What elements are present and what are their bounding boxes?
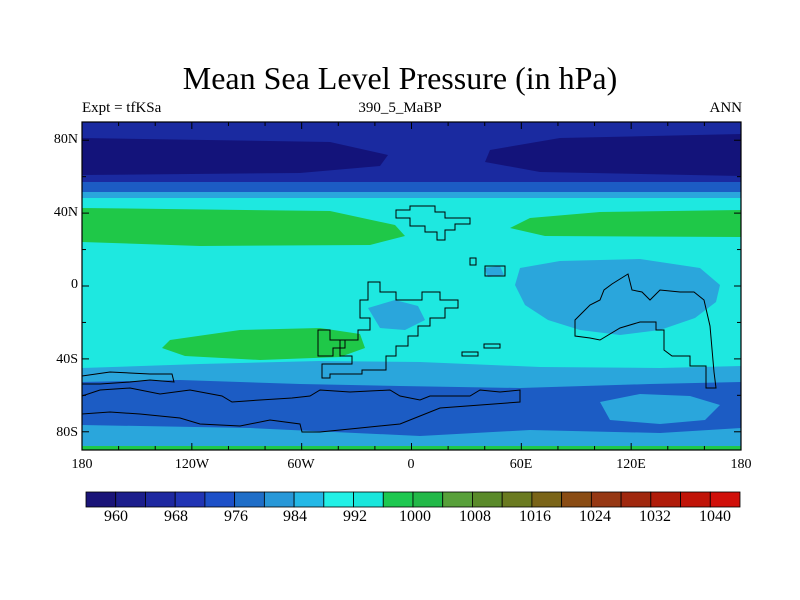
coastline-europe — [395, 205, 471, 241]
colorbar-label-1008: 1008 — [459, 508, 491, 525]
patch-992-small — [484, 266, 504, 277]
colorbar-label-1016: 1016 — [519, 508, 551, 525]
colorbar-swatch — [145, 491, 176, 508]
colorbar-label-976: 976 — [224, 508, 248, 525]
lon-label-120e: 120E — [616, 457, 646, 472]
colorbar-swatch — [85, 491, 117, 508]
colorbar-label-984: 984 — [283, 508, 307, 525]
coastline-peninsula — [317, 329, 346, 357]
colorbar-swatch — [620, 491, 652, 508]
colorbar-label-1000: 1000 — [399, 508, 431, 525]
lon-label-120w: 120W — [174, 457, 210, 472]
colorbar-swatch — [353, 491, 384, 508]
colorbar-swatch — [115, 491, 146, 508]
colorbar-label-1032: 1032 — [639, 508, 671, 525]
axis-ticks — [81, 122, 742, 450]
colorbar-label-968: 968 — [164, 508, 188, 525]
low-960-north-west — [82, 138, 388, 175]
lat-label-40s: 40S — [56, 352, 78, 367]
coastline-islet — [469, 257, 477, 266]
coastline-antarctic-a — [81, 371, 175, 385]
low-960-north-east — [485, 134, 741, 176]
coastline-small-islands — [461, 343, 501, 357]
lon-label-0: 0 — [407, 457, 415, 472]
coastline-asia-australia — [574, 273, 717, 389]
high-1008-south — [162, 328, 365, 360]
time-period-label: 390_5_MaBP — [358, 100, 442, 116]
colorbar-label-1040: 1040 — [699, 508, 731, 525]
lon-label-180w: 180 — [71, 457, 93, 472]
coastline-africa — [321, 281, 459, 379]
colorbar-swatch — [234, 491, 265, 508]
lat-label-0: 0 — [71, 277, 78, 292]
colorbar-label-992: 992 — [343, 508, 367, 525]
colorbar-swatch — [680, 491, 711, 508]
colorbar-swatch — [263, 491, 295, 508]
colorbar-swatch — [293, 491, 325, 508]
colorbar-swatch — [650, 491, 681, 508]
colorbar-swatch — [174, 491, 206, 508]
high-1008-north-west — [82, 208, 405, 246]
lat-label-80n: 80N — [53, 132, 78, 147]
colorbar-swatch — [472, 491, 503, 508]
contour-field — [82, 122, 741, 450]
lon-label-180e: 180 — [730, 457, 752, 472]
colorbar-swatch — [442, 491, 473, 508]
coastline-island — [484, 265, 506, 277]
patch-992-africa — [368, 300, 425, 330]
patch-992-antarctic — [600, 394, 720, 424]
lon-label-60w: 60W — [287, 457, 315, 472]
experiment-label: Expt = tfKSa — [82, 100, 162, 116]
colorbar-swatch — [501, 491, 533, 508]
colorbar-swatch — [590, 491, 622, 508]
colorbar-swatch — [709, 491, 741, 508]
colorbar-swatch — [561, 491, 592, 508]
colorbar-swatch — [412, 491, 444, 508]
colorbar — [85, 491, 741, 508]
colorbar-swatch — [382, 491, 414, 508]
coastlines — [81, 205, 717, 433]
colorbar-swatch — [531, 491, 563, 508]
season-label: ANN — [709, 100, 743, 116]
lat-label-80s: 80S — [56, 425, 78, 440]
high-1008-north-east — [510, 210, 741, 237]
lat-label-40n: 40N — [53, 205, 78, 220]
colorbar-swatch — [323, 491, 354, 508]
colorbar-swatch — [204, 491, 236, 508]
lon-label-60e: 60E — [509, 457, 533, 472]
band-992-polar — [82, 425, 741, 450]
colorbar-label-1024: 1024 — [579, 508, 611, 525]
coastline-antarctic-b — [81, 387, 521, 433]
plot-title: Mean Sea Level Pressure (in hPa) — [182, 60, 618, 96]
colorbar-label-960: 960 — [104, 508, 128, 525]
patch-992-asia — [515, 259, 720, 335]
